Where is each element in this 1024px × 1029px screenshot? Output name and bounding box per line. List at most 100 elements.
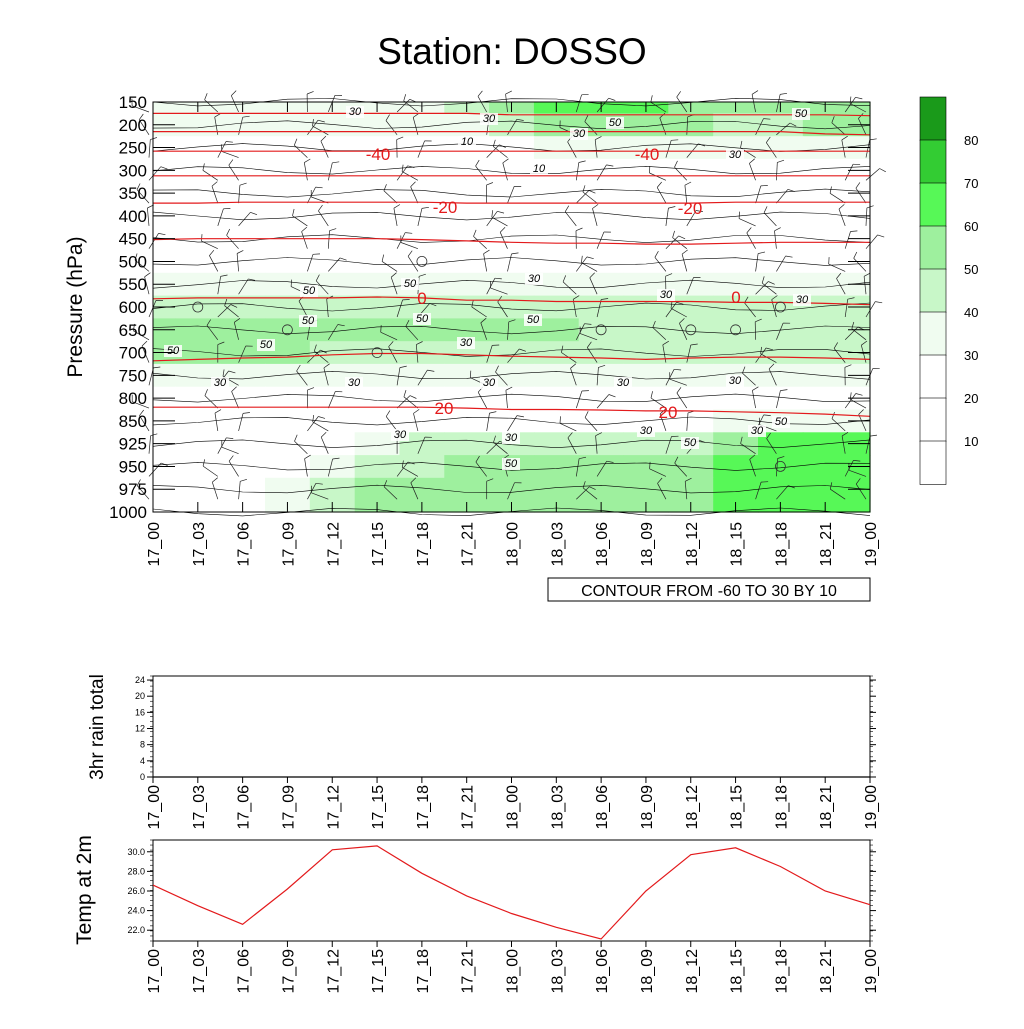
- x-tick-label: 18_06: [594, 785, 611, 830]
- rh-fill-cell: [444, 478, 489, 501]
- rh-fill-cell: [803, 273, 848, 296]
- colorbar-swatch: [920, 183, 946, 227]
- rh-fill-cell: [803, 182, 848, 205]
- rh-fill-cell: [444, 432, 489, 455]
- wind-barb-feather: [853, 164, 860, 165]
- rh-fill-cell: [175, 182, 220, 205]
- rh-contour-label-text: 50: [505, 458, 518, 470]
- rh-fill-cell: [758, 136, 803, 159]
- rh-contour-label-text: 30: [483, 377, 496, 389]
- rh-contour-label-text: 50: [167, 345, 180, 357]
- rh-contour-label-text: 30: [751, 425, 764, 437]
- wind-barb-feather: [231, 91, 236, 96]
- contour-info-text: CONTOUR FROM -60 TO 30 BY 10: [581, 583, 837, 600]
- x-tick-label: 18_09: [639, 785, 656, 830]
- rh-contour-label-text: 30: [796, 294, 809, 306]
- time-tick-label: 17_15: [370, 522, 387, 567]
- pressure-tick-label: 600: [119, 298, 147, 317]
- rh-contour-label: 30: [570, 128, 588, 140]
- rh-contour-label-text: 30: [348, 377, 361, 389]
- pressure-tick-label: 550: [119, 275, 147, 294]
- x-tick-label: 17_06: [236, 949, 253, 994]
- wind-barb-feather: [875, 302, 882, 303]
- x-tick-label: 17_15: [370, 949, 387, 994]
- time-tick-label: 18_03: [549, 522, 566, 567]
- rh-fill-cell: [713, 341, 758, 364]
- rh-contour-label: 30: [614, 377, 632, 389]
- x-tick-label: 17_12: [325, 949, 342, 994]
- rh-contour-label: 30: [657, 289, 675, 301]
- rh-fill-cell: [579, 250, 624, 273]
- rh-fill-cell: [265, 410, 310, 433]
- rh-fill-cell: [803, 455, 848, 478]
- time-tick-label: 18_06: [594, 522, 611, 567]
- rh-contour-label: 30: [457, 337, 475, 349]
- rh-fill-cell: [175, 455, 220, 478]
- rh-fill-cell: [758, 227, 803, 250]
- rh-fill-cell: [534, 432, 579, 455]
- isotherm-label: 0: [731, 288, 740, 307]
- rh-contour-label-text: 30: [214, 377, 227, 389]
- x-tick-label: 17_09: [280, 785, 297, 830]
- pressure-tick-label: 450: [119, 230, 147, 249]
- rh-contour-label-text: 30: [349, 106, 362, 118]
- rh-fill-cell: [624, 250, 669, 273]
- rh-contour-label-text: 30: [505, 432, 518, 444]
- rh-fill-cell: [624, 341, 669, 364]
- rh-contour-label: 30: [748, 425, 766, 437]
- isotherm-label: -20: [678, 199, 703, 218]
- colorbar-label: 70: [964, 176, 978, 191]
- rh-contour-label: 30: [637, 425, 655, 437]
- rh-contour-label: 50: [164, 345, 182, 357]
- pressure-tick-label: 700: [119, 344, 147, 363]
- rh-fill-cell: [220, 478, 265, 501]
- x-tick-label: 18_12: [684, 785, 701, 830]
- rh-fill-cell: [758, 478, 803, 501]
- rh-fill-cell: [310, 478, 355, 501]
- rh-contour-label: 50: [299, 315, 317, 327]
- time-tick-label: 17_03: [191, 522, 208, 567]
- rh-fill-cell: [534, 341, 579, 364]
- x-tick-label: 18_03: [549, 785, 566, 830]
- rh-fill-cell: [265, 387, 310, 410]
- x-tick-label: 18_18: [773, 949, 790, 994]
- rh-fill-cell: [220, 410, 265, 433]
- isotherm-label: -40: [366, 145, 391, 164]
- rh-fill-cell: [444, 455, 489, 478]
- rh-contour-label-text: 50: [260, 339, 273, 351]
- wind-barb-feather: [870, 139, 877, 140]
- rh-contour-label: 10: [458, 136, 476, 148]
- rh-contour-label-text: 50: [303, 285, 316, 297]
- wind-barb-feather: [609, 98, 616, 100]
- rh-fill-cell: [400, 159, 445, 182]
- rh-contour-label-text: 30: [460, 337, 473, 349]
- rh-fill-cell: [579, 455, 624, 478]
- rh-contour-label-text: 50: [302, 315, 315, 327]
- rh-fill-cell: [175, 318, 220, 341]
- rh-fill-cell: [758, 159, 803, 182]
- pressure-tick-label: 350: [119, 184, 147, 203]
- rh-fill-cell: [265, 478, 310, 501]
- y-tick-label: 8: [140, 740, 145, 750]
- rh-fill-cell: [355, 250, 400, 273]
- wind-barb-feather: [202, 234, 203, 241]
- rh-fill-cell: [713, 182, 758, 205]
- wind-barb-feather: [761, 185, 768, 186]
- rh-fill-cell: [668, 455, 713, 478]
- rh-fill-cell: [175, 432, 220, 455]
- rh-fill-cell: [489, 182, 534, 205]
- wind-barb-feather: [582, 94, 589, 95]
- rh-fill-cell: [175, 159, 220, 182]
- temp-frame: [153, 840, 870, 941]
- rh-fill-cell: [758, 182, 803, 205]
- rh-fill-cell: [624, 478, 669, 501]
- rh-fill-cell: [579, 341, 624, 364]
- x-tick-label: 17_18: [415, 785, 432, 830]
- isotherm-label: 0: [417, 289, 426, 308]
- y-tick-label: 28.0: [127, 866, 145, 876]
- rh-contour-label-text: 30: [640, 425, 653, 437]
- wind-barb-feather: [870, 435, 877, 436]
